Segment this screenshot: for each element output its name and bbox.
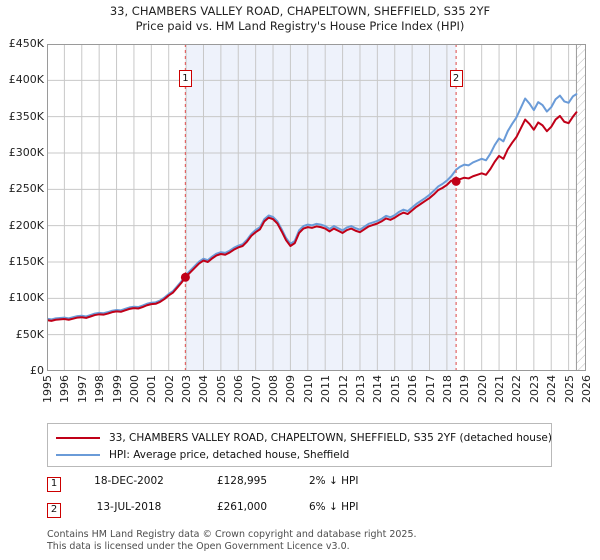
title-line-1: 33, CHAMBERS VALLEY ROAD, CHAPELTOWN, SH…	[109, 4, 491, 18]
x-axis-tick-label: 2006	[232, 375, 246, 403]
x-axis-tick-label: 2022	[510, 375, 524, 403]
x-axis-tick-label: 2024	[545, 375, 559, 403]
footer-line-1: Contains HM Land Registry data © Crown c…	[47, 529, 417, 540]
x-axis-tick-label: 2003	[180, 375, 194, 403]
y-axis-tick-label: £300K	[8, 146, 44, 159]
legend-label-price-paid: 33, CHAMBERS VALLEY ROAD, CHAPELTOWN, SH…	[109, 431, 552, 444]
y-axis-tick-label: £100K	[8, 291, 44, 305]
x-axis-tick-label: 1997	[75, 375, 89, 403]
chart-plot-area	[47, 44, 586, 371]
x-axis-tick-label: 2004	[197, 375, 211, 403]
y-axis-tick-label: £0	[30, 364, 44, 377]
x-axis-tick-label: 2007	[249, 375, 263, 403]
x-axis-tick-label: 2002	[162, 375, 176, 403]
x-axis-tick-label: 2012	[336, 375, 350, 403]
chart-marker-1[interactable]: 1	[178, 70, 192, 87]
y-axis-tick-label: £250K	[8, 182, 44, 196]
page-title: 33, CHAMBERS VALLEY ROAD, CHAPELTOWN, SH…	[0, 4, 600, 34]
x-axis-tick-label: 2014	[371, 375, 385, 403]
x-axis-tick-label: 1998	[93, 375, 107, 403]
chart-marker-2[interactable]: 2	[449, 70, 463, 87]
price-history-chart	[47, 44, 586, 371]
x-axis-tick-label: 2010	[301, 375, 315, 403]
y-axis-tick-label: £450K	[8, 37, 44, 50]
x-axis-tick-label: 2023	[527, 375, 541, 403]
x-axis-tick-label: 2001	[145, 375, 159, 403]
transaction-hpi-delta: 6% ↓ HPI	[309, 501, 359, 513]
legend-swatch-price-paid	[56, 436, 100, 439]
transaction-index-badge: 1	[47, 476, 61, 492]
transaction-price: £261,000	[216, 501, 268, 513]
y-axis-tick-label: £200K	[8, 218, 44, 232]
chart-legend: 33, CHAMBERS VALLEY ROAD, CHAPELTOWN, SH…	[47, 423, 552, 467]
transaction-price: £128,995	[216, 475, 268, 487]
x-axis-tick-label: 2005	[214, 375, 228, 403]
y-axis-tick-label: £150K	[8, 255, 44, 268]
x-axis-tick-label: 2016	[406, 375, 420, 403]
x-axis-tick-label: 1996	[58, 375, 72, 403]
legend-item-hpi: HPI: Average price, detached house, Shef…	[56, 446, 543, 463]
legend-label-hpi: HPI: Average price, detached house, Shef…	[109, 448, 350, 461]
legend-item-price-paid: 33, CHAMBERS VALLEY ROAD, CHAPELTOWN, SH…	[56, 429, 552, 446]
transaction-index-badge: 2	[47, 502, 61, 518]
title-line-2: Price paid vs. HM Land Registry's House …	[135, 19, 465, 33]
x-axis-tick-label: 2021	[493, 375, 507, 403]
transaction-date: 18-DEC-2002	[94, 475, 164, 487]
footer-line-2: This data is licensed under the Open Gov…	[47, 540, 350, 552]
x-axis-tick-label: 1995	[41, 375, 54, 403]
transaction-date: 13-JUL-2018	[96, 501, 162, 513]
transaction-hpi-delta: 2% ↓ HPI	[309, 475, 359, 487]
x-axis-tick-label: 2015	[388, 375, 402, 403]
y-axis-tick-label: £350K	[8, 109, 44, 123]
x-axis-tick-label: 2019	[458, 375, 472, 403]
x-axis-tick-label: 2000	[127, 375, 141, 403]
x-axis-tick-label: 2009	[284, 375, 298, 403]
x-axis-tick-label: 2020	[475, 375, 489, 403]
x-axis-tick-label: 2017	[423, 375, 437, 403]
y-axis-tick-label: £50K	[15, 327, 44, 341]
x-axis-tick-label: 2026	[580, 375, 593, 403]
transaction-row[interactable]: 2 13-JUL-2018 £261,000 6% ↓ HPI	[47, 501, 447, 519]
x-axis-tick-label: 2018	[440, 375, 454, 403]
legend-swatch-hpi	[56, 453, 100, 456]
x-axis-tick-label: 2025	[562, 375, 576, 403]
attribution-footer: Contains HM Land Registry data © Crown c…	[47, 529, 587, 552]
y-axis-tick-label: £400K	[8, 73, 44, 87]
transaction-row[interactable]: 1 18-DEC-2002 £128,995 2% ↓ HPI	[47, 475, 447, 493]
x-axis-tick-label: 1999	[110, 375, 124, 403]
x-axis-tick-label: 2011	[319, 375, 333, 403]
x-axis-tick-label: 2008	[267, 375, 281, 403]
x-axis-tick-label: 2013	[353, 375, 367, 403]
